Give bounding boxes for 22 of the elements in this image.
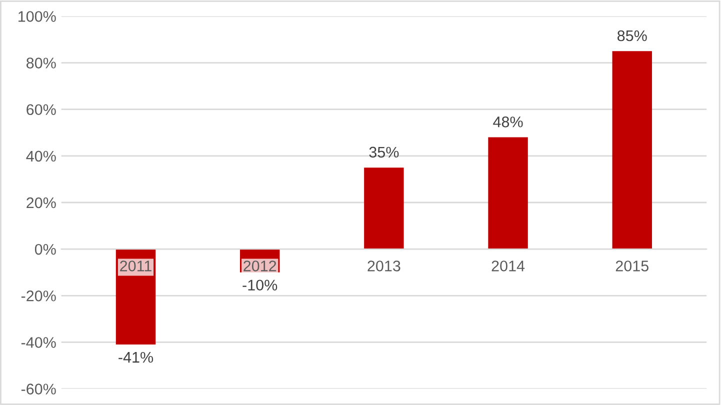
y-tick-label: -60%: [21, 384, 56, 394]
y-tick-label: 100%: [18, 11, 56, 22]
data-label: 85%: [618, 30, 647, 42]
x-tick-label: 2013: [368, 260, 400, 272]
bar: [488, 137, 528, 250]
x-tick-label: 2015: [616, 260, 648, 272]
data-label: -10%: [242, 280, 278, 291]
y-tick-label: 80%: [26, 58, 56, 68]
x-tick-label: 2014: [492, 260, 525, 272]
y-tick-label: -20%: [21, 290, 56, 302]
x-tick-label: 2012: [244, 260, 276, 272]
y-tick-label: 40%: [26, 150, 56, 162]
y-tick-label: 60%: [26, 104, 56, 116]
data-label: -41%: [118, 352, 154, 363]
data-label: 35%: [369, 146, 399, 158]
y-tick-label: 20%: [26, 197, 56, 208]
x-tick-label: 2011: [120, 260, 152, 272]
bar: [612, 51, 652, 250]
bar: [364, 168, 404, 250]
y-tick-label: -40%: [21, 337, 56, 348]
data-label: 48%: [493, 116, 523, 128]
y-tick-label: 0%: [34, 244, 56, 255]
